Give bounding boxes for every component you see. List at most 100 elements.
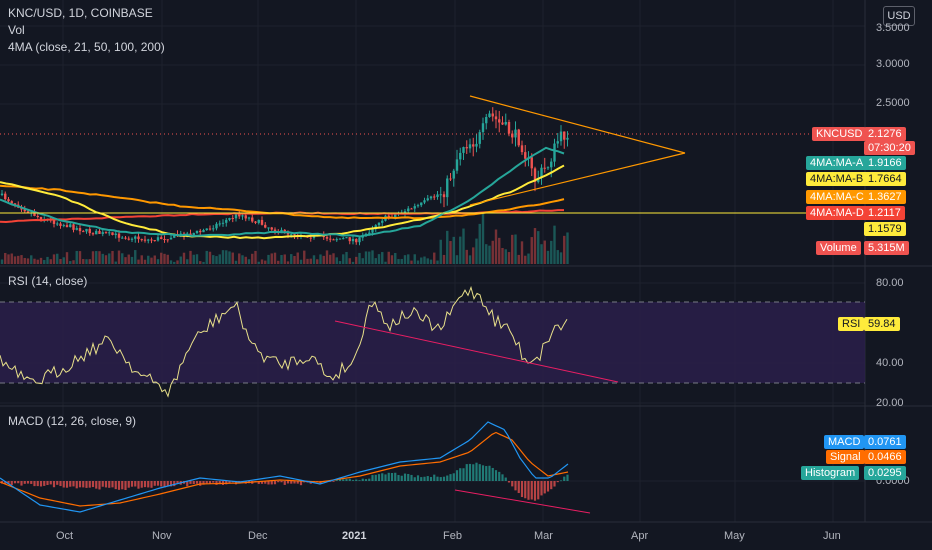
candle-body: [472, 144, 475, 147]
histogram-bar: [114, 481, 117, 490]
histogram-bar: [348, 478, 351, 481]
volume-bar: [410, 260, 413, 264]
candle-body: [517, 129, 520, 146]
histogram-bar: [416, 475, 420, 481]
volume-bar: [208, 251, 212, 264]
volume-bar: [173, 261, 176, 264]
histogram-bar: [540, 481, 543, 496]
candle-body: [550, 161, 553, 168]
candle-body: [36, 215, 39, 218]
histogram-bar: [527, 481, 530, 500]
volume-bar: [472, 247, 475, 264]
histogram-bar: [23, 481, 26, 484]
histogram-bar: [361, 478, 364, 481]
candle-body: [208, 228, 212, 230]
candle-body: [543, 167, 546, 169]
candle-body: [23, 209, 26, 212]
rsi-panel: [0, 285, 865, 398]
histogram-bar: [7, 481, 10, 485]
volume-bar: [377, 254, 381, 264]
rsi-divergence-line: [334, 320, 619, 383]
volume-bar: [23, 257, 26, 264]
candle-body: [377, 222, 381, 226]
candle-body: [524, 152, 527, 159]
histogram-name: Histogram: [801, 466, 860, 480]
histogram-bar: [384, 474, 387, 481]
candle-body: [98, 230, 101, 234]
histogram-bar: [498, 471, 501, 481]
candle-body: [540, 167, 543, 178]
time-tick-label: Jun: [823, 530, 841, 542]
signal-line: [0, 431, 569, 507]
rsi-tick-label: 20.00: [876, 397, 904, 409]
volume-bar: [403, 255, 407, 264]
volume-bar: [69, 261, 72, 264]
candle-body: [150, 239, 153, 241]
volume-bar: [59, 258, 62, 264]
histogram-bar: [543, 481, 546, 494]
histogram-bar: [91, 481, 95, 488]
candle-body: [241, 215, 244, 217]
histogram-bar: [270, 481, 273, 485]
volume-bar: [117, 250, 121, 264]
histogram-bar: [205, 481, 208, 484]
volume-bar: [332, 253, 335, 264]
signal-name: Signal: [826, 450, 865, 464]
histogram-bar: [218, 481, 221, 485]
macd-panel: [0, 421, 591, 514]
volume-bar: [316, 259, 319, 264]
currency-button[interactable]: USD: [883, 6, 915, 26]
volume-bar: [442, 254, 446, 264]
volume-bar: [429, 259, 433, 264]
histogram-bar: [465, 464, 468, 481]
volume-bar: [85, 259, 88, 264]
volume-bar: [127, 254, 130, 264]
histogram-bar: [446, 475, 449, 481]
candle-body: [423, 200, 426, 203]
histogram-bar: [494, 470, 498, 481]
candle-body: [88, 228, 91, 234]
volume-bar: [550, 240, 553, 264]
volume-bar: [95, 251, 98, 264]
candle-body: [504, 121, 507, 125]
histogram-bar: [485, 466, 488, 481]
volume-bar: [455, 255, 459, 264]
volume-bar: [46, 256, 49, 264]
volume-bar: [498, 237, 501, 264]
histogram-bar: [121, 481, 124, 490]
volume-indicator-label: Vol: [8, 23, 25, 37]
volume-bar: [176, 260, 179, 264]
histogram-bar: [491, 467, 494, 481]
volume-bar: [488, 245, 491, 264]
volume-bar: [335, 257, 338, 264]
candle-body: [39, 217, 43, 221]
histogram-bar: [290, 481, 293, 484]
histogram-bar: [332, 481, 335, 482]
candle-body: [199, 230, 202, 233]
candle-body: [507, 121, 511, 134]
histogram-bar: [546, 481, 550, 492]
histogram-bar: [160, 481, 163, 487]
volume-bar: [7, 254, 10, 264]
volume-bar: [49, 259, 52, 264]
histogram-bar: [387, 472, 390, 481]
volume-bar: [527, 253, 530, 264]
histogram-bar: [280, 481, 283, 483]
volume-bar: [26, 258, 30, 264]
candle-body: [108, 232, 111, 234]
volume-bar: [478, 223, 481, 264]
histogram-bar: [355, 479, 358, 481]
candle-body: [293, 234, 296, 236]
volume-bar: [485, 244, 488, 264]
histogram-bar: [559, 480, 563, 482]
volume-bar: [33, 258, 36, 264]
volume-bar: [351, 261, 355, 264]
candle-body: [189, 233, 192, 236]
volume-bar: [286, 261, 290, 264]
histogram-bar: [371, 475, 374, 481]
histogram-bar: [33, 481, 36, 487]
histogram-bar: [137, 481, 140, 489]
candle-body: [332, 239, 335, 241]
candle-body: [335, 239, 338, 241]
